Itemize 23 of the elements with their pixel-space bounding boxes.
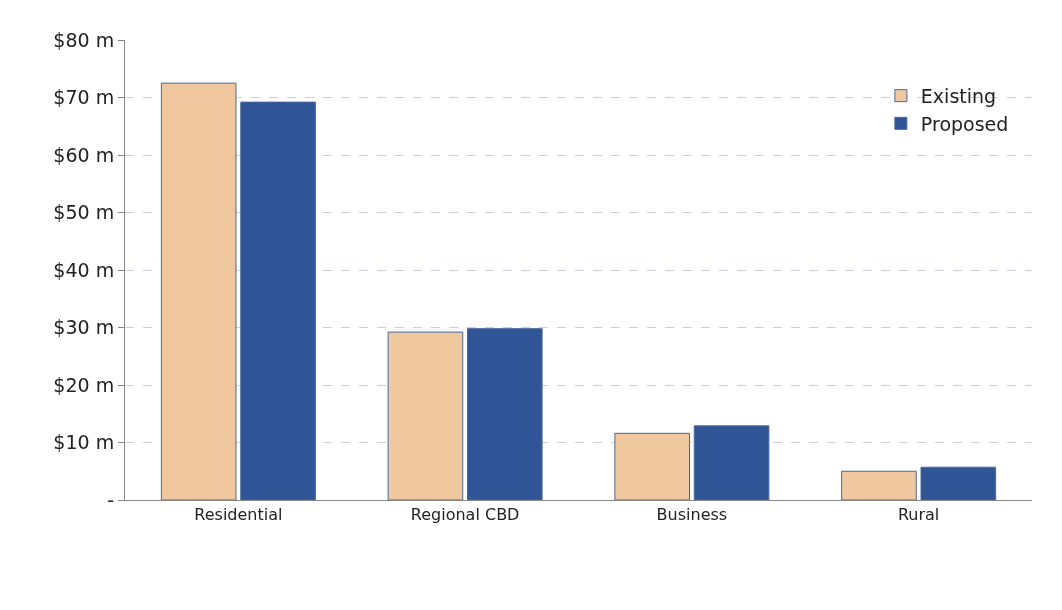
y-tick-label: - <box>107 488 115 511</box>
legend-label: Existing <box>920 85 997 108</box>
bar <box>841 470 917 500</box>
y-tick-label: $80 m <box>53 28 115 51</box>
y-tick-label: $10 m <box>53 431 115 454</box>
y-tick-label: $70 m <box>53 86 115 109</box>
bar <box>240 101 316 500</box>
bar <box>387 331 464 500</box>
y-tick-label: $30 m <box>53 316 115 339</box>
bar <box>920 466 997 500</box>
y-tick-label: $60 m <box>53 143 115 166</box>
x-tick-label: Regional CBD <box>410 505 520 525</box>
x-tick-label: Rural <box>897 505 940 525</box>
bar <box>160 82 237 500</box>
bar <box>614 432 690 500</box>
y-tick-label: $40 m <box>53 258 115 281</box>
y-tick-label: $20 m <box>53 373 115 396</box>
x-tick-label: Business <box>656 505 728 525</box>
bar <box>693 425 770 500</box>
legend-label: Proposed <box>920 112 1009 135</box>
bar <box>467 328 543 500</box>
x-tick-label: Residential <box>194 505 283 525</box>
y-tick-label: $50 m <box>53 201 115 224</box>
